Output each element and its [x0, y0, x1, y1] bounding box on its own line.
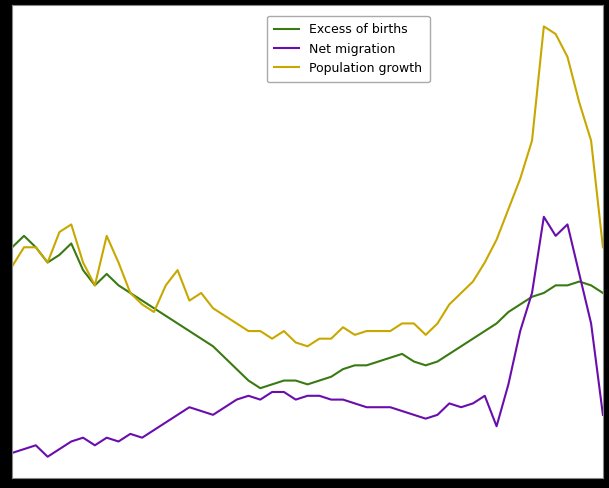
- Excess of births: [209, 344, 217, 349]
- Excess of births: [599, 290, 607, 296]
- Population growth: [410, 321, 418, 326]
- Net migration: [9, 450, 16, 456]
- Population growth: [138, 302, 146, 307]
- Excess of births: [457, 344, 465, 349]
- Line: Excess of births: Excess of births: [12, 236, 603, 388]
- Net migration: [446, 401, 453, 407]
- Excess of births: [422, 363, 429, 368]
- Excess of births: [588, 283, 595, 288]
- Excess of births: [20, 233, 27, 239]
- Net migration: [588, 321, 595, 326]
- Population growth: [599, 244, 607, 250]
- Population growth: [540, 23, 547, 29]
- Line: Net migration: Net migration: [12, 217, 603, 457]
- Excess of births: [256, 385, 264, 391]
- Net migration: [197, 408, 205, 414]
- Population growth: [197, 290, 205, 296]
- Excess of births: [197, 336, 205, 342]
- Excess of births: [9, 244, 16, 250]
- Population growth: [446, 302, 453, 307]
- Population growth: [186, 298, 193, 304]
- Net migration: [410, 412, 418, 418]
- Legend: Excess of births, Net migration, Population growth: Excess of births, Net migration, Populat…: [267, 16, 429, 82]
- Net migration: [599, 412, 607, 418]
- Line: Population growth: Population growth: [12, 26, 603, 346]
- Net migration: [150, 427, 158, 433]
- Population growth: [304, 344, 311, 349]
- Population growth: [588, 138, 595, 143]
- Net migration: [540, 214, 547, 220]
- Excess of births: [150, 305, 158, 311]
- Net migration: [209, 412, 217, 418]
- Population growth: [9, 264, 16, 269]
- Net migration: [44, 454, 51, 460]
